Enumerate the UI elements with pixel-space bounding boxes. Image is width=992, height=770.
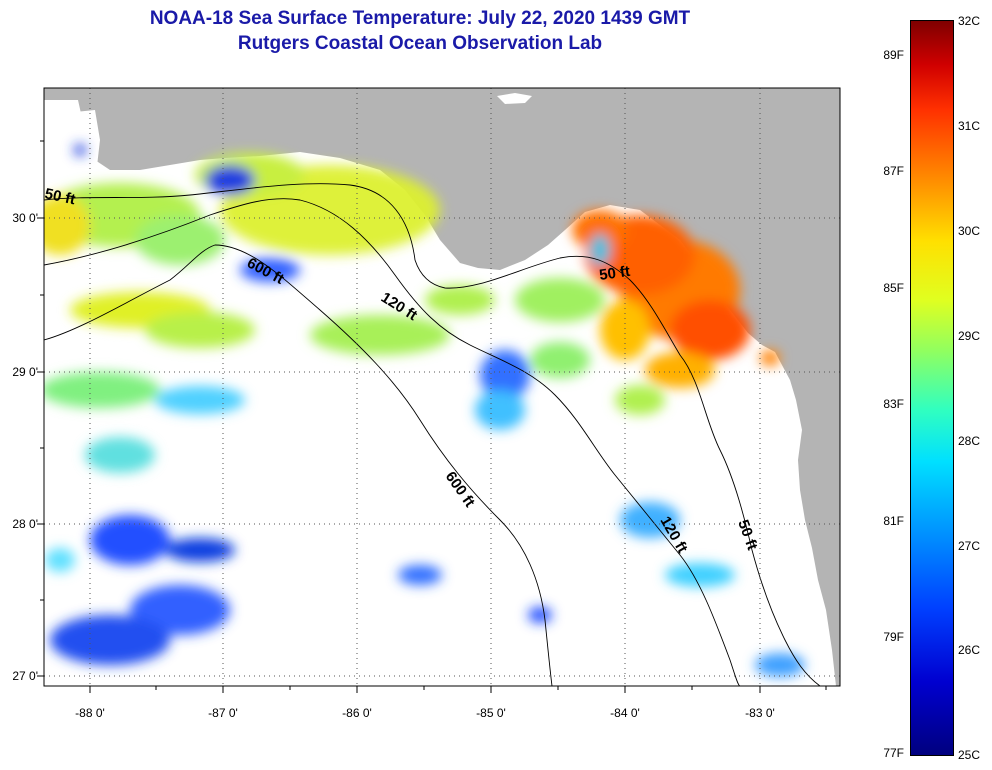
sst-field xyxy=(44,144,805,677)
colorbar-label-30c: 30C xyxy=(958,224,981,238)
temperature-colorbar xyxy=(910,20,954,756)
colorbar-label-89f: 89F xyxy=(883,48,904,62)
inland-lake xyxy=(497,93,532,104)
colorbar-label-87f: 87F xyxy=(883,164,904,178)
lat-label-30: 30 0' xyxy=(12,211,38,225)
colorbar-label-31c: 31C xyxy=(958,119,981,133)
colorbar-label-27c: 27C xyxy=(958,539,981,553)
lat-label-29: 29 0' xyxy=(12,365,38,379)
lon-label-85: -85 0' xyxy=(476,706,506,720)
colorbar-label-79f: 79F xyxy=(883,630,904,644)
contour-600ft xyxy=(44,244,553,686)
colorbar-label-26c: 26C xyxy=(958,643,981,657)
colorbar-label-25c: 25C xyxy=(958,748,981,762)
land-mass xyxy=(44,88,840,686)
contour-label-50ft-west: 50 ft xyxy=(43,185,77,208)
lon-label-88: -88 0' xyxy=(75,706,105,720)
colorbar-label-29c: 29C xyxy=(958,329,981,343)
lat-label-28: 28 0' xyxy=(12,517,38,531)
colorbar-label-32c: 32C xyxy=(958,14,981,28)
lon-label-83: -83 0' xyxy=(745,706,775,720)
contour-120ft xyxy=(44,198,741,686)
contour-label-50ft-bigbend: 50 ft xyxy=(598,263,631,284)
lon-label-86: -86 0' xyxy=(342,706,372,720)
contour-50ft-west xyxy=(44,183,821,686)
colorbar-label-28c: 28C xyxy=(958,434,981,448)
frame-ticks xyxy=(37,140,827,693)
colorbar-label-77f: 77F xyxy=(883,746,904,760)
colorbar-label-83f: 83F xyxy=(883,397,904,411)
lon-label-84: -84 0' xyxy=(610,706,640,720)
colorbar-label-85f: 85F xyxy=(883,281,904,295)
lat-label-27: 27 0' xyxy=(12,669,38,683)
colorbar-label-81f: 81F xyxy=(883,514,904,528)
coastal-bays xyxy=(75,110,100,175)
map-title: NOAA-18 Sea Surface Temperature: July 22… xyxy=(149,8,691,29)
depth-contours xyxy=(44,183,821,686)
lon-label-87: -87 0' xyxy=(208,706,238,720)
map-subtitle: Rutgers Coastal Ocean Observation Lab xyxy=(237,33,603,54)
